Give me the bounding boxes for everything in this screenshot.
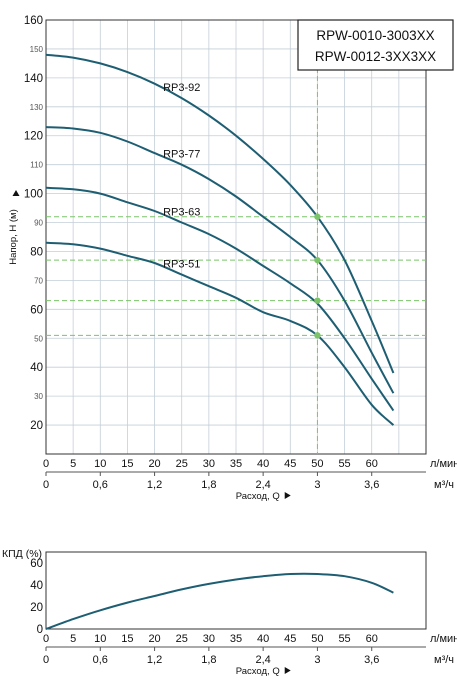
efficiency-y-tick-label: 40	[30, 580, 43, 592]
head-y-axis-arrow	[12, 190, 20, 196]
head-x-tick-label: 55	[338, 458, 350, 470]
model-box	[297, 19, 454, 71]
head-x-tick-label: 30	[203, 458, 215, 470]
head-x-tick-label: 20	[148, 458, 160, 470]
efficiency-x-tick-label: 40	[257, 633, 269, 645]
head-x-tick-label: 50	[311, 458, 323, 470]
series-label: RP3-77	[163, 149, 200, 161]
efficiency-x2-tick-label: 2,4	[255, 654, 270, 666]
efficiency-x-tick-label: 45	[284, 633, 296, 645]
head-curve-rp3-77	[45, 126, 395, 394]
efficiency-x2-tick-label: 3	[314, 654, 320, 666]
efficiency-y-tick-label: 0	[37, 624, 43, 636]
head-y-tick-label: 20	[30, 420, 43, 432]
head-y-axis-title: Напор, H (м)	[8, 209, 19, 265]
operating-point-marker	[314, 256, 321, 264]
head-x-tick-label: 5	[70, 458, 76, 470]
head-x-tick-label: 25	[176, 458, 188, 470]
head-y-minor-tick-label: 150	[30, 45, 44, 54]
head-x-unit-primary: л/мин	[430, 458, 457, 470]
head-x-axis-title: Расход, Q	[236, 491, 280, 502]
efficiency-curve	[45, 572, 394, 630]
efficiency-x2-tick-label: 1,2	[147, 654, 162, 666]
head-x2-tick-label: 3	[314, 479, 320, 491]
efficiency-x-tick-label: 20	[148, 633, 160, 645]
head-y-tick-label: 80	[30, 246, 43, 258]
head-x-tick-label: 10	[94, 458, 106, 470]
efficiency-x-tick-label: 30	[203, 633, 215, 645]
head-x-tick-label: 60	[366, 458, 378, 470]
head-x2-tick-label: 0	[43, 479, 49, 491]
head-x-tick-label: 35	[230, 458, 242, 470]
efficiency-x-tick-label: 55	[338, 633, 350, 645]
efficiency-x2-tick-label: 3,6	[364, 654, 379, 666]
head-curve-rp3-51	[45, 241, 395, 426]
head-y-tick-label: 140	[24, 73, 43, 85]
efficiency-x-tick-label: 50	[311, 633, 323, 645]
head-y-tick-label: 60	[30, 304, 43, 316]
efficiency-x2-tick-label: 0	[43, 654, 49, 666]
head-y-minor-tick-label: 130	[30, 103, 44, 112]
head-x-tick-label: 0	[43, 458, 49, 470]
efficiency-x2-tick-label: 1,8	[201, 654, 216, 666]
head-plot-frame	[45, 19, 427, 455]
model-name: RPW-0010-3003XX	[316, 28, 434, 43]
head-y-tick-label: 120	[24, 131, 43, 143]
efficiency-x-axis-arrow	[284, 667, 291, 674]
efficiency-x-tick-label: 35	[230, 633, 242, 645]
head-x-axis-arrow	[284, 492, 291, 499]
head-curve-rp3-92	[45, 53, 395, 374]
operating-point-marker	[314, 213, 321, 220]
efficiency-x-tick-label: 15	[121, 633, 133, 645]
head-y-minor-tick-label: 90	[34, 219, 43, 228]
series-label: RP3-51	[163, 259, 200, 271]
head-x-unit-secondary: м³/ч	[434, 479, 454, 491]
head-x2-tick-label: 1,2	[147, 479, 162, 491]
efficiency-x-axis-title: Расход, Q	[236, 666, 280, 677]
head-y-minor-tick-label: 70	[34, 276, 43, 285]
head-y-tick-label: 160	[24, 15, 43, 27]
head-y-tick-label: 100	[24, 189, 43, 201]
head-x2-tick-label: 0,6	[93, 479, 108, 491]
efficiency-y-axis-title: КПД (%)	[2, 548, 42, 560]
efficiency-x-unit-primary: л/мин	[430, 633, 457, 645]
head-x2-tick-label: 1,8	[201, 479, 216, 491]
efficiency-y-tick-label: 20	[30, 602, 43, 614]
series-label: RP3-63	[163, 207, 200, 219]
model-name: RPW-0012-3XX3XX	[315, 49, 436, 64]
efficiency-x-unit-secondary: м³/ч	[434, 654, 454, 666]
head-chart: 2040608010012014016030507090110130150Нап…	[8, 15, 457, 502]
efficiency-x2-tick-label: 0,6	[93, 654, 108, 666]
efficiency-x-tick-label: 60	[366, 633, 378, 645]
operating-point-marker	[314, 332, 321, 339]
efficiency-x-tick-label: 10	[94, 633, 106, 645]
efficiency-x-tick-label: 0	[43, 633, 49, 645]
head-x2-tick-label: 3,6	[364, 479, 379, 491]
efficiency-y-tick-label: 60	[30, 558, 43, 570]
head-curve-rp3-63	[45, 186, 395, 412]
head-x-tick-label: 45	[284, 458, 296, 470]
series-label: RP3-92	[163, 82, 200, 94]
head-x-tick-label: 15	[121, 458, 133, 470]
head-y-tick-label: 40	[30, 362, 43, 374]
head-x2-tick-label: 2,4	[255, 479, 270, 491]
efficiency-x-tick-label: 5	[70, 633, 76, 645]
head-y-minor-tick-label: 30	[34, 392, 43, 401]
efficiency-x-tick-label: 25	[176, 633, 188, 645]
efficiency-plot-frame	[45, 551, 427, 630]
head-y-minor-tick-label: 50	[34, 334, 43, 343]
operating-point-marker	[314, 297, 321, 304]
head-y-minor-tick-label: 110	[30, 161, 43, 170]
head-x-tick-label: 40	[257, 458, 269, 470]
